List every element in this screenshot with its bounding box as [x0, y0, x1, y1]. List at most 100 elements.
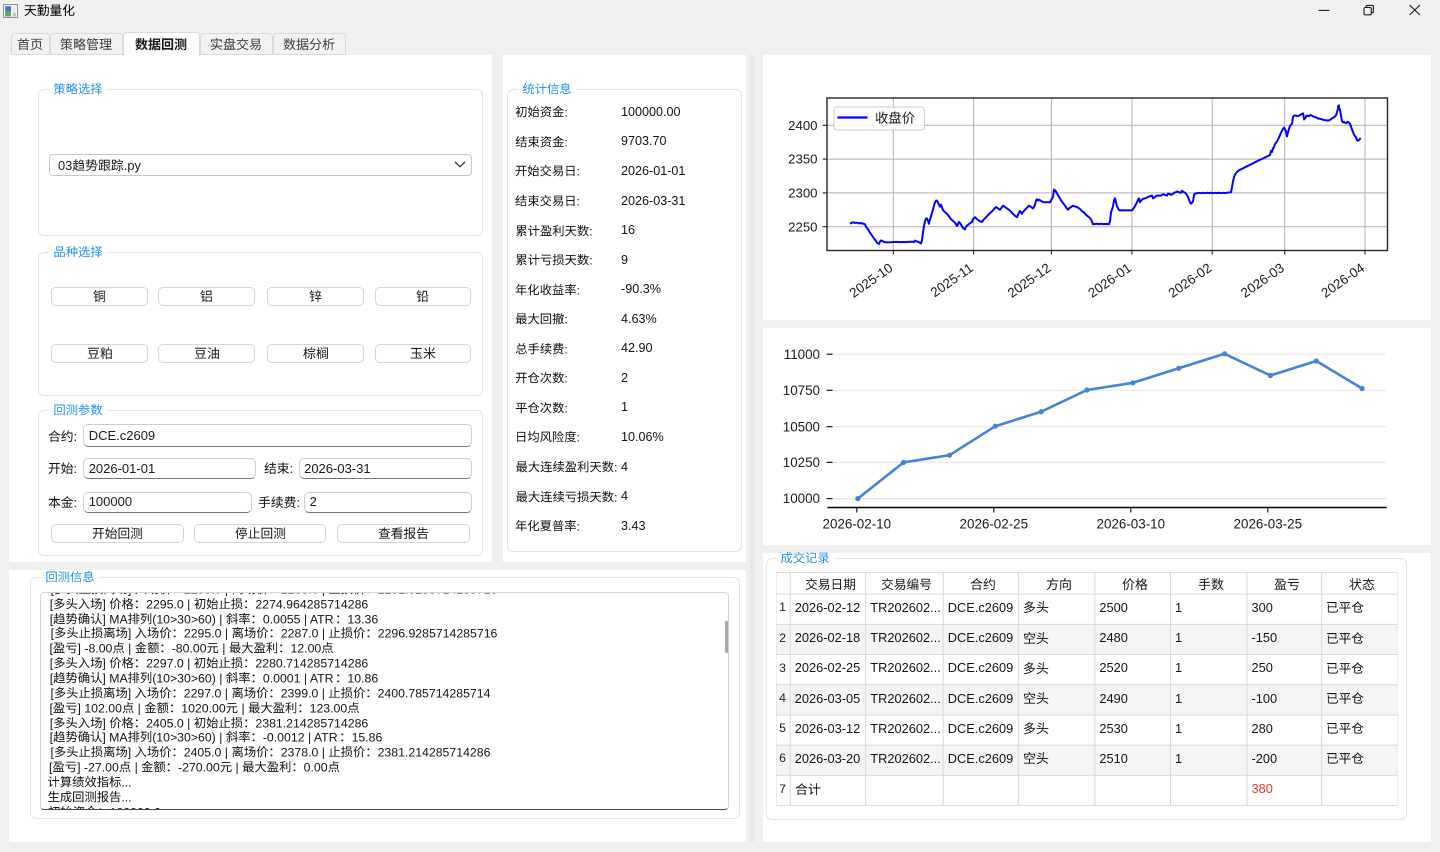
- svg-text:2378.0 |: 2378.0 |: [280, 745, 324, 759]
- svg-text::: :: [577, 194, 580, 208]
- svg-text:] MA: ] MA: [102, 612, 128, 626]
- svg-text:[: [: [49, 597, 53, 611]
- svg-text:15.86: 15.86: [351, 731, 382, 745]
- svg-text:[: [: [50, 593, 54, 597]
- svg-text::: :: [577, 519, 580, 533]
- svg-text:...: ...: [121, 790, 131, 804]
- svg-text:10.86: 10.86: [347, 671, 378, 685]
- svg-text:...: ...: [121, 775, 131, 789]
- svg-text:] 102.00: ] 102.00: [77, 701, 122, 715]
- svg-text:2026-01: 2026-01: [1085, 260, 1134, 300]
- svg-text::: :: [565, 106, 568, 120]
- svg-text::: :: [577, 283, 580, 297]
- svg-text::: :: [565, 401, 568, 415]
- svg-text:123.00: 123.00: [309, 701, 347, 715]
- svg-text:[: [: [50, 686, 54, 700]
- svg-text:10500: 10500: [783, 419, 820, 434]
- svg-text::: :: [565, 312, 568, 326]
- svg-text:] -27.00: ] -27.00: [77, 760, 119, 774]
- svg-text:]: ]: [127, 593, 130, 597]
- svg-text:]: ]: [102, 656, 105, 670]
- svg-text:10250: 10250: [783, 455, 820, 470]
- svg-text:2026-02-25: 2026-02-25: [960, 517, 1029, 532]
- svg-text::: :: [296, 495, 300, 510]
- svg-text:2296.9285714285716: 2296.9285714285716: [377, 627, 497, 641]
- svg-text:2350: 2350: [788, 152, 817, 167]
- svg-text:[: [: [49, 612, 53, 626]
- svg-text:|: |: [241, 701, 244, 715]
- svg-text:2026-02: 2026-02: [1166, 260, 1215, 300]
- svg-text:2025-10: 2025-10: [847, 260, 896, 300]
- svg-text::: :: [74, 429, 78, 444]
- svg-text:2285.0 |: 2285.0 |: [280, 593, 324, 597]
- svg-text:2250: 2250: [788, 219, 817, 234]
- svg-text:[: [: [50, 745, 54, 759]
- svg-text:[: [: [49, 656, 53, 670]
- svg-text::: :: [565, 342, 568, 356]
- svg-text:2400: 2400: [788, 118, 817, 133]
- svg-text:1020.00: 1020.00: [181, 701, 226, 715]
- svg-text::: :: [614, 460, 617, 474]
- svg-text:-80.00: -80.00: [171, 642, 206, 656]
- svg-text::: :: [614, 490, 617, 504]
- svg-text:2026-03-25: 2026-03-25: [1234, 517, 1303, 532]
- svg-text:2287.0 |: 2287.0 |: [280, 627, 324, 641]
- svg-text:0.0055 | ATR: 0.0055 | ATR: [262, 612, 333, 626]
- svg-text:.py: .py: [123, 158, 141, 173]
- svg-text:[: [: [49, 642, 53, 656]
- svg-text:2290.0 |: 2290.0 |: [183, 593, 227, 597]
- svg-text:|: |: [128, 642, 131, 656]
- svg-text:] -8.00: ] -8.00: [77, 642, 112, 656]
- svg-text:]: ]: [102, 597, 105, 611]
- svg-text:2274.964285714286: 2274.964285714286: [255, 597, 368, 611]
- svg-text:100000.0: 100000.0: [109, 805, 160, 809]
- svg-text:|: |: [235, 760, 238, 774]
- svg-text::: :: [565, 371, 568, 385]
- svg-text:]: ]: [127, 627, 130, 641]
- svg-text::: :: [74, 461, 78, 476]
- svg-text:2295.0 |: 2295.0 |: [146, 597, 190, 611]
- svg-text:[: [: [50, 627, 54, 641]
- svg-text::: :: [565, 135, 568, 149]
- svg-text:]: ]: [127, 686, 130, 700]
- svg-text::: :: [577, 431, 580, 445]
- svg-text:2026-03: 2026-03: [1238, 260, 1287, 300]
- svg-text:] MA: ] MA: [102, 671, 128, 685]
- svg-text::: :: [74, 495, 78, 510]
- svg-text:2026-04: 2026-04: [1318, 260, 1367, 301]
- svg-text:2297.0 |: 2297.0 |: [146, 656, 190, 670]
- svg-text:12.00: 12.00: [290, 642, 321, 656]
- svg-text:[: [: [49, 701, 53, 715]
- svg-text:03: 03: [58, 158, 72, 173]
- svg-text::: :: [290, 461, 294, 476]
- svg-text:11000: 11000: [784, 347, 820, 362]
- svg-text::: :: [590, 253, 593, 267]
- svg-text:2381.214285714286: 2381.214285714286: [377, 745, 490, 759]
- svg-text:[: [: [49, 716, 53, 730]
- svg-text:2405.0 |: 2405.0 |: [183, 745, 227, 759]
- svg-text:2291.9285714285716: 2291.9285714285716: [377, 593, 497, 597]
- svg-text:[: [: [49, 731, 53, 745]
- svg-text:-270.00: -270.00: [178, 760, 220, 774]
- svg-text:0.0001 | ATR: 0.0001 | ATR: [262, 671, 333, 685]
- svg-text:|: |: [137, 701, 140, 715]
- svg-text:(10>30>60) |: (10>30>60) |: [152, 612, 222, 626]
- svg-text:(10>30>60) |: (10>30>60) |: [152, 671, 222, 685]
- svg-text:2026-02-10: 2026-02-10: [823, 517, 892, 532]
- svg-text:2025-11: 2025-11: [928, 260, 976, 300]
- svg-text:]: ]: [102, 716, 105, 730]
- svg-text:2399.0 |: 2399.0 |: [280, 686, 324, 700]
- svg-text:2300: 2300: [788, 186, 817, 201]
- svg-text:2280.714285714286: 2280.714285714286: [255, 656, 368, 670]
- svg-text:10000: 10000: [783, 491, 820, 506]
- svg-text:2026-03-10: 2026-03-10: [1097, 517, 1166, 532]
- svg-text:(10>30>60) |: (10>30>60) |: [152, 731, 222, 745]
- svg-text:|: |: [222, 642, 225, 656]
- svg-text:|: |: [134, 760, 137, 774]
- svg-text:2381.214285714286: 2381.214285714286: [255, 716, 368, 730]
- svg-text:2297.0 |: 2297.0 |: [183, 686, 227, 700]
- svg-text:] MA: ] MA: [102, 731, 128, 745]
- svg-text::: :: [590, 224, 593, 238]
- svg-text:2295.0 |: 2295.0 |: [183, 627, 227, 641]
- svg-text:-0.0012 | ATR: -0.0012 | ATR: [262, 731, 337, 745]
